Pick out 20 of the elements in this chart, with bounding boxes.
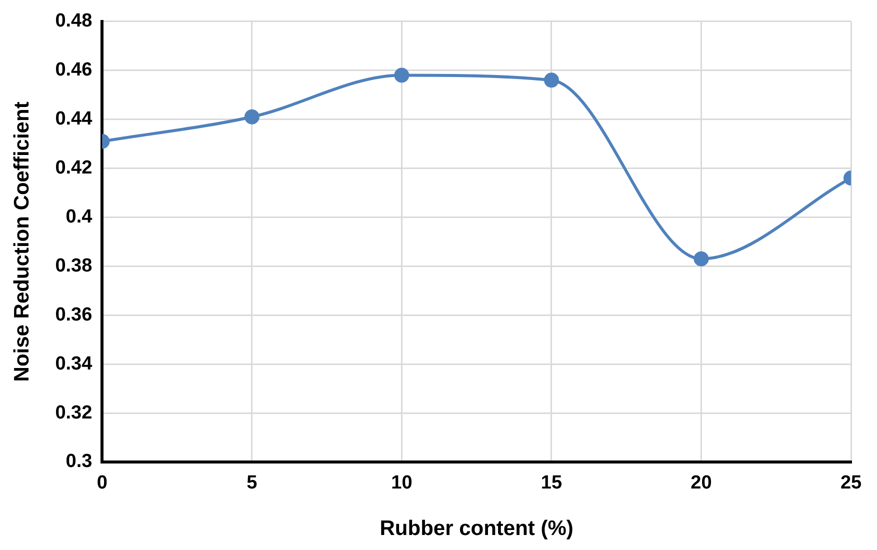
x-axis-title: Rubber content (%) xyxy=(380,517,574,540)
point xyxy=(394,68,410,83)
point xyxy=(544,72,559,88)
y-tick-label: 0.48 xyxy=(55,10,92,32)
x-tick-label: 0 xyxy=(96,472,108,494)
y-tick-label: 0.38 xyxy=(55,255,92,276)
y-tick-label: 0.44 xyxy=(55,108,93,130)
y-tick-label: 0.42 xyxy=(55,158,92,178)
y-tick-label: 0.34 xyxy=(55,353,93,374)
y-tick-label: 0.32 xyxy=(55,402,92,424)
y-tick-label: 0.4 xyxy=(66,206,93,228)
x-tick-label: 10 xyxy=(391,472,412,494)
x-tick-label: 20 xyxy=(690,472,712,494)
x-tick-label: 15 xyxy=(540,472,562,494)
y-axis-title: Noise Reduction Coefficient xyxy=(10,102,34,382)
x-tick-label: 25 xyxy=(840,472,862,494)
y-tick-label: 0.36 xyxy=(55,304,92,326)
y-tick-label: 0.3 xyxy=(66,451,92,472)
x-tick-label: 5 xyxy=(246,472,258,494)
y-tick-label: 0.46 xyxy=(55,60,92,81)
